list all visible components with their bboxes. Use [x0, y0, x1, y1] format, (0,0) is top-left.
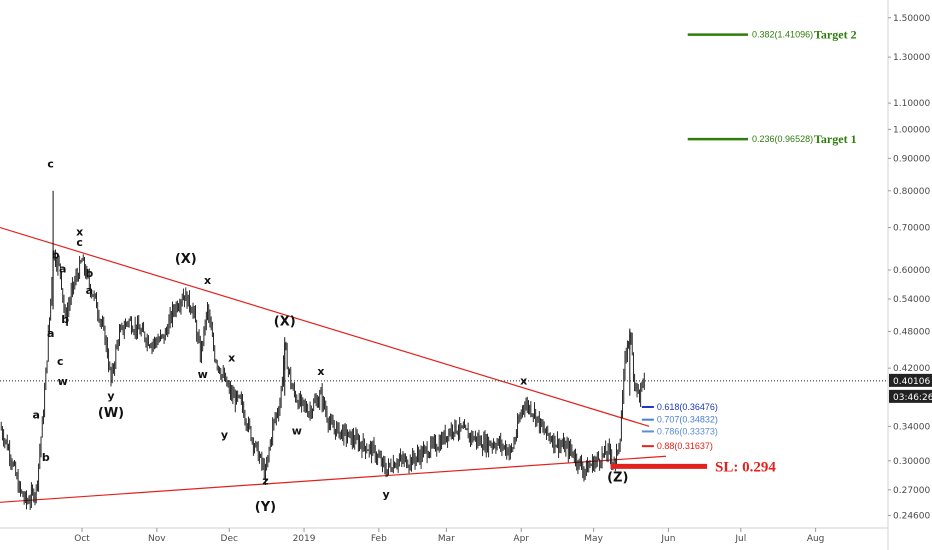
wave-label: x	[76, 226, 83, 239]
wave-label: x	[204, 274, 211, 287]
x-tick-label: Apr	[513, 534, 529, 544]
y-tick-label: 0.27000	[893, 486, 930, 496]
x-tick-label: Nov	[148, 534, 166, 544]
wave-label: y	[221, 429, 228, 442]
x-tick-label: Oct	[74, 534, 90, 544]
y-tick-label: 0.42000	[893, 364, 930, 374]
wave-label: (X)	[274, 315, 296, 330]
y-tick-label: 0.54000	[893, 295, 930, 305]
timer-badge-label: 03:46:26	[893, 393, 932, 403]
y-tick-label: 0.90000	[893, 154, 930, 164]
target-name-label: Target 1	[814, 132, 857, 146]
wave-label: b	[85, 267, 93, 280]
wave-label: w	[198, 368, 208, 381]
wave-label: w	[58, 375, 68, 388]
y-tick-label: 0.60000	[893, 266, 930, 276]
y-tick-label: 0.24600	[893, 511, 930, 521]
wave-label: b	[52, 249, 60, 262]
x-tick-label: Mar	[438, 534, 455, 544]
wave-label: a	[86, 284, 93, 297]
price-series	[0, 190, 645, 510]
target-fib-label: 0.236(0.96528)	[752, 134, 813, 144]
price-badge-label: 0.40106	[893, 377, 930, 387]
trendlines	[0, 226, 888, 503]
wave-label: y	[107, 389, 114, 402]
x-tick-label: Aug	[807, 534, 825, 544]
x-tick-label: Jul	[734, 534, 746, 544]
fib-level-label: 0.786(0.33373)	[657, 426, 718, 436]
y-tick-label: 1.50000	[893, 14, 930, 24]
x-tick-label: Feb	[371, 534, 387, 544]
target-fib-label: 0.382(1.41096)	[752, 30, 813, 40]
wave-label: a	[32, 408, 39, 421]
y-tick-label: 0.48000	[893, 327, 930, 337]
fib-levels: 0.618(0.36476) 0.707(0.34832)0.786(0.3337…	[610, 28, 857, 475]
timer-badge	[889, 389, 932, 403]
downtrend-line	[0, 226, 650, 427]
wave-label: w	[292, 425, 302, 438]
price-badge	[889, 373, 932, 387]
y-tick-label: 1.00000	[893, 125, 930, 135]
wave-label: b	[42, 451, 50, 464]
wave-label: z	[262, 475, 268, 488]
y-tick-label: 0.34000	[893, 422, 930, 432]
wave-label: x	[317, 365, 324, 378]
wave-label: b	[61, 313, 69, 326]
uptrend-line	[0, 455, 667, 503]
y-tick-label: 0.70000	[893, 224, 930, 234]
x-tick-label: Jun	[660, 534, 675, 544]
wave-label: y	[383, 488, 390, 501]
wave-label: (X)	[175, 252, 197, 267]
x-tick-label: 2019	[293, 534, 316, 544]
wave-label: c	[76, 236, 83, 249]
y-tick-label: 1.10000	[893, 99, 930, 109]
wave-label: c	[57, 355, 64, 368]
wave-label: (W)	[98, 406, 124, 421]
stop-loss-label: SL: 0.294	[715, 459, 776, 475]
y-tick-label: 1.30000	[893, 53, 930, 63]
y-tick-label: 0.30000	[893, 457, 930, 467]
fib-level-label: 0.88(0.31637)	[657, 441, 713, 451]
x-tick-label: Dec	[221, 534, 238, 544]
wave-label: (Z)	[607, 471, 628, 486]
target-name-label: Target 2	[814, 28, 857, 42]
fib-level-label: 0.707(0.34832)	[657, 415, 718, 425]
wave-label: x	[520, 374, 527, 387]
wave-label: a	[59, 262, 66, 275]
wave-label: x	[228, 352, 235, 365]
wave-label: c	[47, 158, 54, 171]
fib-level-label: 0.618(0.36476)	[657, 402, 718, 412]
x-tick-label: May	[584, 534, 603, 544]
y-tick-label: 0.80000	[893, 187, 930, 197]
wave-label: (Y)	[255, 500, 276, 515]
wave-label: a	[47, 327, 54, 340]
